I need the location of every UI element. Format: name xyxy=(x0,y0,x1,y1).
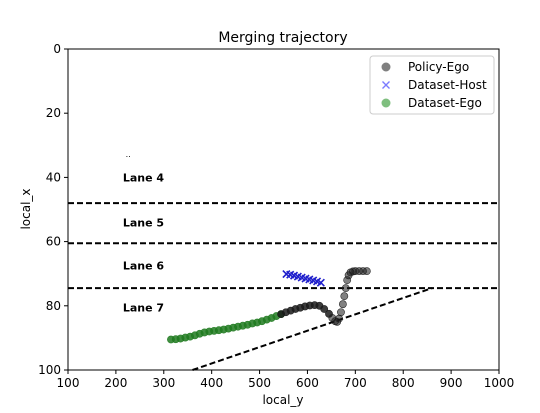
data-point xyxy=(341,284,350,293)
x-tick-label: 100 xyxy=(57,376,80,390)
lane-labels: Lane 4 Lane 5 Lane 6 Lane 7.. xyxy=(123,150,165,314)
stray-mark: .. xyxy=(126,150,131,159)
legend-label: Dataset-Host xyxy=(408,78,487,92)
data-point xyxy=(362,267,371,276)
lane-label: Lane 4 xyxy=(123,171,165,184)
x-tick-label: 900 xyxy=(440,376,463,390)
series-policy-ego xyxy=(277,267,371,326)
y-tick-label: 20 xyxy=(46,106,61,120)
merge-ramp-line xyxy=(192,287,433,371)
x-tick-label: 700 xyxy=(344,376,367,390)
y-axis-ticks: 0 20 40 60 80 100 xyxy=(38,42,68,377)
y-tick-label: 40 xyxy=(46,170,61,184)
y-tick-label: 60 xyxy=(46,235,61,249)
legend: Policy-Ego Dataset-Host Dataset-Ego xyxy=(369,55,495,115)
legend-box xyxy=(369,55,495,115)
series-dataset-host xyxy=(282,269,325,287)
y-tick-label: 80 xyxy=(46,299,61,313)
y-tick-label: 100 xyxy=(38,363,61,377)
data-point xyxy=(320,305,329,313)
x-tick-label: 1000 xyxy=(484,376,515,390)
y-axis-label: local_x xyxy=(19,188,33,229)
legend-label: Policy-Ego xyxy=(408,60,469,74)
legend-marker xyxy=(381,98,391,108)
x-tick-label: 400 xyxy=(200,376,223,390)
data-point xyxy=(335,314,343,323)
data-point xyxy=(340,292,349,301)
y-tick-label: 0 xyxy=(53,42,61,56)
x-tick-label: 300 xyxy=(152,376,175,390)
lane-label: Lane 5 xyxy=(123,216,164,229)
data-point xyxy=(337,308,345,317)
x-axis-ticks: 100 200 300 400 500 600 700 800 900 1000 xyxy=(57,370,515,390)
x-tick-label: 600 xyxy=(296,376,319,390)
series-layer xyxy=(167,267,371,344)
x-tick-label: 800 xyxy=(392,376,415,390)
plot-frame xyxy=(67,48,500,371)
chart-title: Merging trajectory xyxy=(218,30,347,46)
legend-marker xyxy=(381,62,391,72)
lane-label: Lane 7 xyxy=(123,301,164,314)
series-dataset-ego xyxy=(167,310,286,344)
x-tick-label: 500 xyxy=(248,376,271,390)
data-point xyxy=(338,300,347,309)
legend-label: Dataset-Ego xyxy=(408,96,482,110)
lane-label: Lane 6 xyxy=(123,260,165,273)
x-axis-label: local_y xyxy=(262,393,303,407)
x-tick-label: 200 xyxy=(104,376,127,390)
data-point xyxy=(316,278,325,287)
legend-marker xyxy=(382,81,390,89)
merge-line xyxy=(192,287,433,371)
